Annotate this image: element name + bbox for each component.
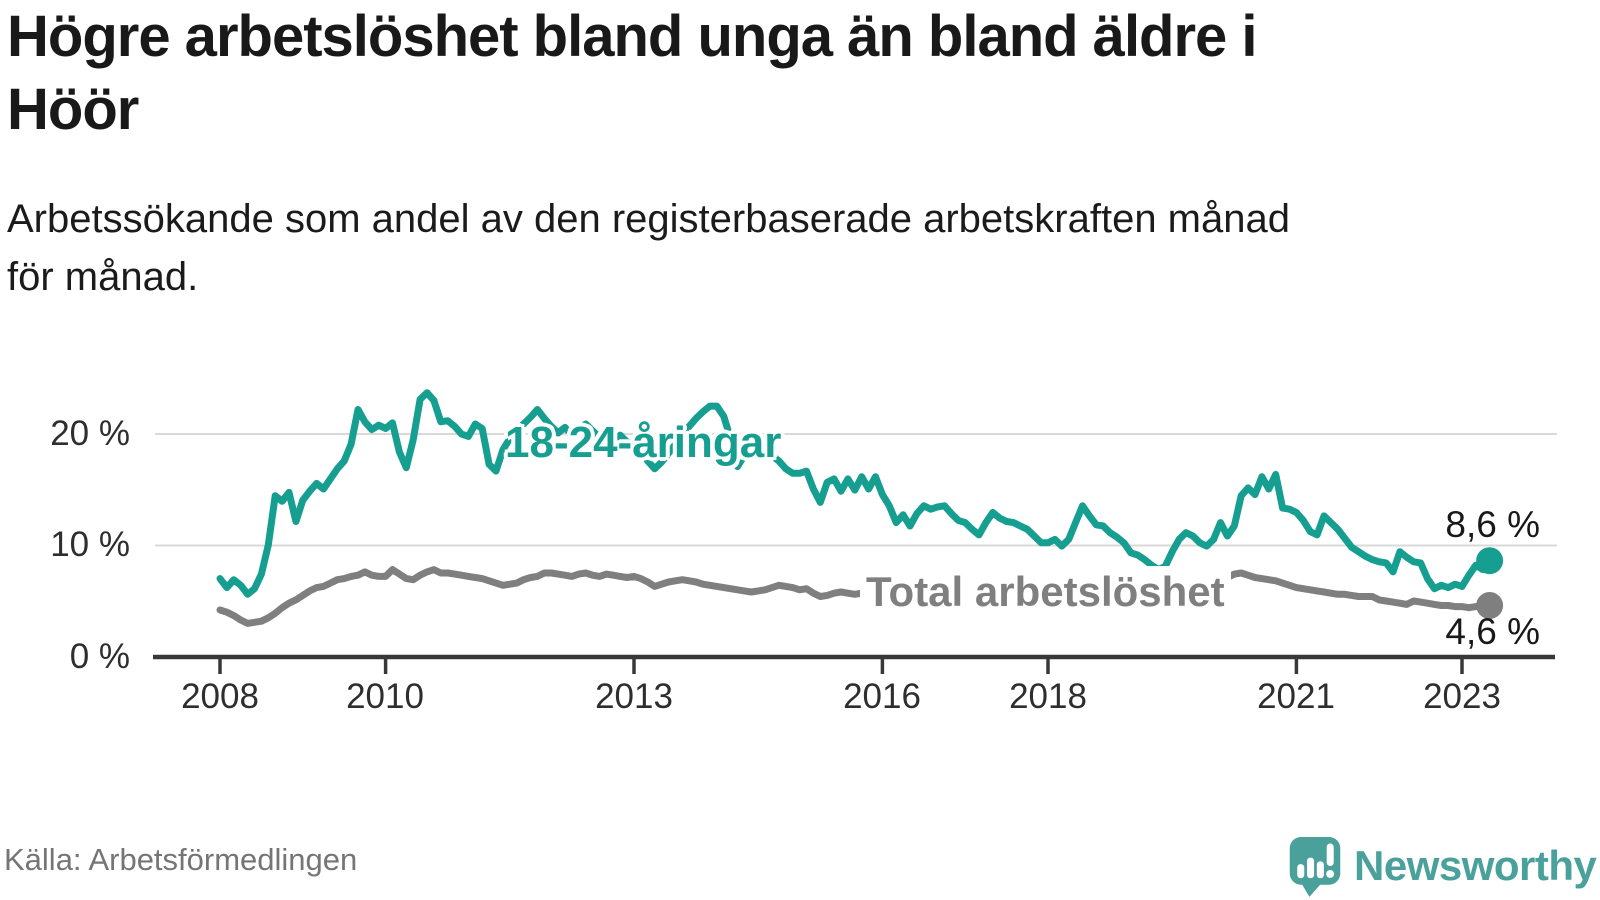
x-tick-2018: 2018	[1009, 677, 1087, 716]
series-label-total: Total arbetslöshet	[860, 566, 1231, 622]
newsworthy-logo-text: Newsworthy	[1354, 842, 1597, 889]
subtitle-line-1: Arbetssökande som andel av den registerb…	[7, 197, 1290, 241]
title-line-2: Höör	[7, 77, 139, 142]
series-layer	[216, 389, 1504, 627]
series-line-1	[216, 566, 1494, 627]
series-label-young: 18-24-åringar	[505, 418, 782, 467]
subtitle-line-2: för månad.	[7, 255, 199, 299]
x-axis	[153, 654, 1555, 674]
page-title: Högre arbetslöshet bland unga än bland ä…	[7, 0, 1587, 146]
end-value-young: 8,6 %	[1445, 504, 1540, 545]
x-tick-2013: 2013	[595, 677, 673, 716]
y-tick-20: 20 %	[50, 414, 130, 453]
x-tick-2023: 2023	[1423, 677, 1501, 716]
x-tick-2016: 2016	[843, 677, 921, 716]
x-tick-2008: 2008	[181, 677, 259, 716]
x-tick-2021: 2021	[1257, 677, 1335, 716]
chart-subtitle: Arbetssökande som andel av den registerb…	[7, 190, 1567, 306]
y-tick-10: 10 %	[50, 525, 130, 564]
x-tick-2010: 2010	[346, 677, 424, 716]
series-end-dot-0	[1476, 547, 1504, 575]
series-line-0	[216, 389, 1494, 598]
end-value-total: 4,6 %	[1445, 611, 1540, 652]
y-tick-0: 0 %	[69, 637, 130, 676]
gridlines	[155, 433, 1557, 547]
series-end-dot-1	[1476, 592, 1504, 619]
title-line-1: Högre arbetslöshet bland unga än bland ä…	[7, 4, 1258, 69]
newsworthy-logo: Newsworthy	[1286, 834, 1597, 898]
newsworthy-logo-icon	[1289, 837, 1341, 897]
source-attribution: Källa: Arbetsförmedlingen	[4, 842, 358, 877]
